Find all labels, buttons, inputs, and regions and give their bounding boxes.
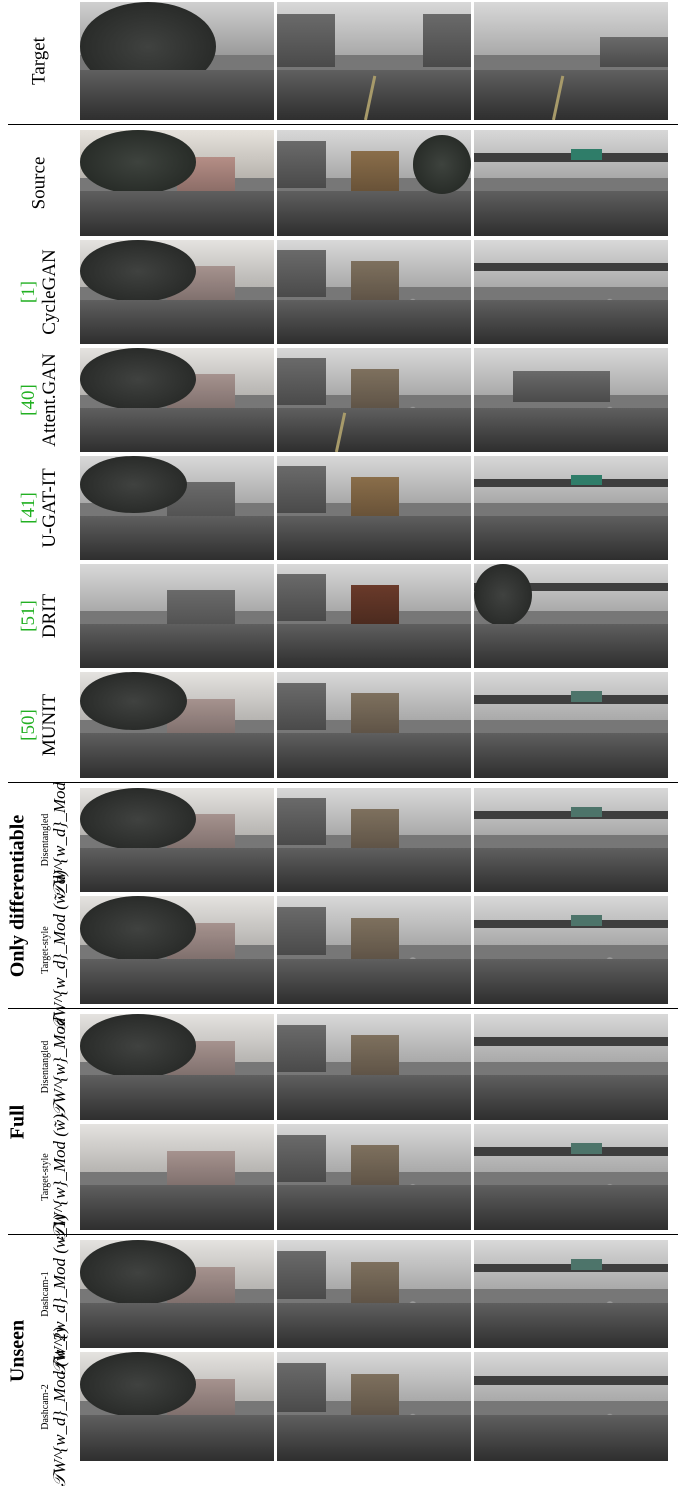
photo [474, 672, 668, 778]
photo [277, 2, 471, 120]
row-unseen-dashcam-1: Dashcam-1 𝒯W^{w_d}_Mod (w_1) [0, 1214, 684, 1374]
photo [80, 788, 274, 892]
row-od-target-style: Target-style 𝒯W^{w_d}_Mod (w̃_d) [0, 870, 684, 1030]
row-attentgan: [40] Attent.GAN [0, 346, 684, 454]
separator-line [8, 124, 678, 125]
photo [80, 1014, 274, 1120]
photo [474, 896, 668, 1004]
ref-citation: [41] [18, 492, 40, 524]
photo [80, 896, 274, 1004]
row-label: Target-style 𝒯W^{w_d}_Mod (w̃_d) [30, 870, 80, 1030]
row-target: Target [0, 0, 684, 122]
photo [277, 672, 471, 778]
row-label-text: Target [28, 37, 50, 85]
ref-citation: [40] [18, 384, 40, 416]
ref-citation: [50] [18, 709, 40, 741]
photo [80, 1240, 274, 1348]
row-formula: 𝒯W^{w_d}_Mod (w̃_d) [50, 870, 70, 1030]
row-full-target-style: Target-style 𝒯W^{w}_Mod (w̃) [0, 1114, 684, 1240]
row-label: Disentangled 𝒯W^{w}_Mod [30, 1012, 80, 1122]
row-source: Source [0, 128, 684, 238]
row-cyclegan: [1] CycleGAN [0, 238, 684, 346]
row-ugatit: [41] U-GAT-IT [0, 454, 684, 562]
row-label: [51] DRIT [0, 562, 80, 670]
photo [474, 130, 668, 236]
separator-line [8, 782, 678, 783]
row-od-disentangled: Disentangled 𝒯W^{w_d}_Mod [0, 782, 684, 898]
separator-line [8, 1008, 678, 1009]
photo [474, 564, 668, 668]
row-label-text: U-GAT-IT [39, 468, 60, 548]
photo [474, 788, 668, 892]
row-label-text: MUNIT [39, 693, 60, 757]
photo [474, 1240, 668, 1348]
row-drit: [51] DRIT [0, 562, 684, 670]
photo [277, 130, 471, 236]
photo [80, 1352, 274, 1461]
photo [474, 1014, 668, 1120]
row-unseen-dashcam-2: Dashcam-2 𝒯W^{w_d}_Mod (w_2) [0, 1327, 684, 1486]
row-label-text: DRIT [39, 593, 60, 639]
row-label-text: Attent.GAN [39, 353, 60, 447]
photo [277, 456, 471, 560]
row-label: Source [0, 128, 80, 238]
row-munit: [50] MUNIT [0, 670, 684, 780]
separator-line [8, 1234, 678, 1235]
photo [474, 348, 668, 452]
row-label-text: Source [28, 156, 50, 210]
photo [80, 564, 274, 668]
photo [80, 1124, 274, 1230]
photo [474, 1352, 668, 1461]
photo [277, 564, 471, 668]
row-label: [41] U-GAT-IT [0, 454, 80, 562]
row-formula: 𝒯W^{w_d}_Mod (w_2) [50, 1326, 70, 1486]
photo [80, 672, 274, 778]
photo [277, 240, 471, 344]
photo [277, 1014, 471, 1120]
row-label: Target [0, 0, 80, 122]
row-formula: 𝒯W^{w}_Mod [50, 1017, 70, 1117]
photo [474, 1124, 668, 1230]
ref-citation: [51] [18, 600, 40, 632]
photo [277, 1240, 471, 1348]
photo [474, 2, 668, 120]
photo [80, 348, 274, 452]
row-label: [1] CycleGAN [0, 238, 80, 346]
row-label-text: CycleGAN [39, 249, 60, 335]
photo [277, 348, 471, 452]
row-label: [50] MUNIT [0, 670, 80, 780]
photo [277, 1124, 471, 1230]
photo [80, 2, 274, 120]
photo [474, 456, 668, 560]
photo [277, 896, 471, 1004]
row-full-disentangled: Disentangled 𝒯W^{w}_Mod [0, 1012, 684, 1122]
photo [80, 130, 274, 236]
photo [277, 1352, 471, 1461]
photo [277, 788, 471, 892]
row-label: [40] Attent.GAN [0, 346, 80, 454]
photo [80, 456, 274, 560]
row-label: Dashcam-2 𝒯W^{w_d}_Mod (w_2) [30, 1327, 80, 1486]
photo [80, 240, 274, 344]
ref-citation: [1] [18, 280, 40, 304]
photo [474, 240, 668, 344]
